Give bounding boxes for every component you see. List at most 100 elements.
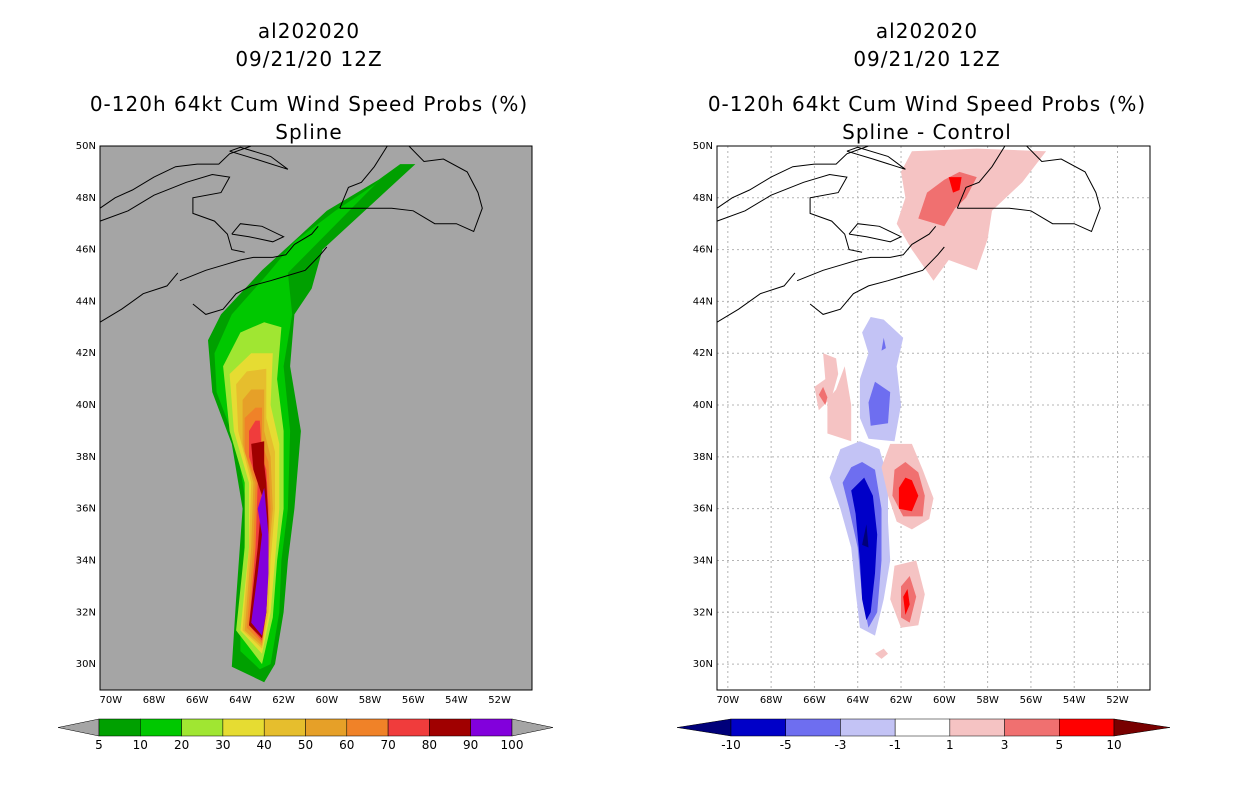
colorbar-arrow-high [511,718,554,737]
prob-contour-90 [251,487,269,636]
y-tick-label: 30N [76,659,96,670]
coastline-nsNorth [179,225,319,282]
colorbar-label: 20 [174,738,189,752]
right-chart: 70W 68W 66W 64W 62W 60W 58W 56W 54W 52W 30N 32N 34N 3… [676,141,1171,752]
colorbar-bin [222,718,265,737]
y-tick-label: 50N [76,141,96,152]
coastline-gaspeSouth [99,173,245,253]
colorbar-label: -10 [721,738,741,752]
y-tick-label: 44N [76,296,96,307]
y-tick-label: 46N [76,245,96,256]
diff-pos-north-1 [896,148,1047,281]
coastline-gaspeSouth [716,173,863,253]
diff-neg-north-3 [868,381,891,426]
y-tick-label: 40N [76,400,96,411]
x-tick-label: 58W [976,695,999,706]
x-tick-label: 70W [99,695,122,706]
colorbar-bin [181,718,224,737]
colorbar-label: 3 [1001,738,1009,752]
coastline-pei [848,223,903,243]
coastline-anticosti [846,146,906,170]
x-tick-label: 70W [717,695,740,706]
x-tick-label: 60W [315,695,338,706]
y-tick-label: 48N [76,193,96,204]
coastline-nfld [339,145,483,233]
colorbar-bin [263,718,306,737]
plot-frame [99,145,533,691]
x-tick-label: 56W [1020,695,1043,706]
colorbar-bin [1004,718,1060,737]
y-tick-label: 42N [693,348,713,359]
colorbar-bin [949,718,1005,737]
x-tick-label: 54W [1063,695,1086,706]
colorbar-label: 100 [501,738,524,752]
colorbar-bin [387,718,430,737]
x-tick-label: 56W [402,695,425,706]
colorbar-label: 90 [463,738,478,752]
y-tick-label: 42N [76,348,96,359]
diff-pos-north-3 [918,171,977,227]
x-tick-label: 60W [933,695,956,706]
colorbar-bin [346,718,389,737]
diff-pos-south-dot [875,648,888,659]
x-tick-label: 52W [1106,695,1129,706]
y-tick-label: 46N [693,245,713,256]
coastline-nsSouth [192,246,328,315]
y-tick-label: 36N [693,504,713,515]
coastline-nsSouth [809,246,945,315]
colorbar-label: 5 [1055,738,1063,752]
left-chart-panel: al202020 09/21/20 12Z 0-120h 64kt Cum Wi… [57,19,554,752]
y-tick-label: 38N [693,452,713,463]
colorbar-label: 1 [946,738,954,752]
diff-neg-south-5 [851,477,878,621]
coastline-quebecShore [99,145,252,209]
x-tick-label: 66W [186,695,209,706]
colorbar-bin [894,718,951,737]
colorbar-label: 10 [1106,738,1121,752]
diff-neg-south-10 [862,524,869,548]
colorbar-bin [470,718,513,737]
x-tick-label: 62W [890,695,913,706]
coastline-nsNorth [796,225,937,282]
colorbar-bin [429,718,471,737]
y-tick-label: 48N [693,193,713,204]
y-tick-label: 34N [76,555,96,566]
coastline-anticosti [229,146,289,170]
colorbar-label: -3 [834,738,846,752]
colorbar-bin [98,718,141,737]
coastline-fundyWest [716,272,796,323]
diff-pos-south-5 [898,477,919,512]
colorbar-bin [730,718,786,737]
x-tick-label: 68W [143,695,166,706]
y-tick-label: 30N [693,659,713,670]
colorbar-arrow-low [676,718,732,737]
y-tick-label: 38N [76,452,96,463]
x-tick-label: 54W [445,695,468,706]
diff-pos-west-3 [818,386,828,405]
colorbar-label: 40 [257,738,272,752]
colorbar-arrow-high [1113,718,1171,737]
colorbar-label: 10 [133,738,148,752]
colorbar-label: 60 [339,738,354,752]
plot-frame [716,145,1151,691]
colorbar-bin [785,718,841,737]
y-tick-label: 32N [693,607,713,618]
colorbar-bin [840,718,896,737]
colorbar-label: -5 [780,738,792,752]
right-chart-panel: al202020 09/21/20 12Z 0-120h 64kt Cum Wi… [618,0,1236,800]
colorbar-bin [140,718,182,737]
diff-pos-north-5 [948,177,962,193]
diff-pos-south-5b [903,589,910,615]
right-title-product: 0-120h 64kt Cum Wind Speed Probs (%) [707,92,1147,116]
x-tick-label: 64W [229,695,252,706]
coastlines [716,145,1101,323]
coastline-pei [231,223,285,243]
right-title-storm: al202020 [875,19,979,43]
coastlines [99,145,483,323]
left-title-product: 0-120h 64kt Cum Wind Speed Probs (%) [89,92,529,116]
colorbar-bin [1059,718,1115,737]
x-tick-label: 52W [488,695,511,706]
colorbar-label: 70 [380,738,395,752]
colorbar-label: 5 [95,738,103,752]
x-tick-label: 66W [803,695,826,706]
